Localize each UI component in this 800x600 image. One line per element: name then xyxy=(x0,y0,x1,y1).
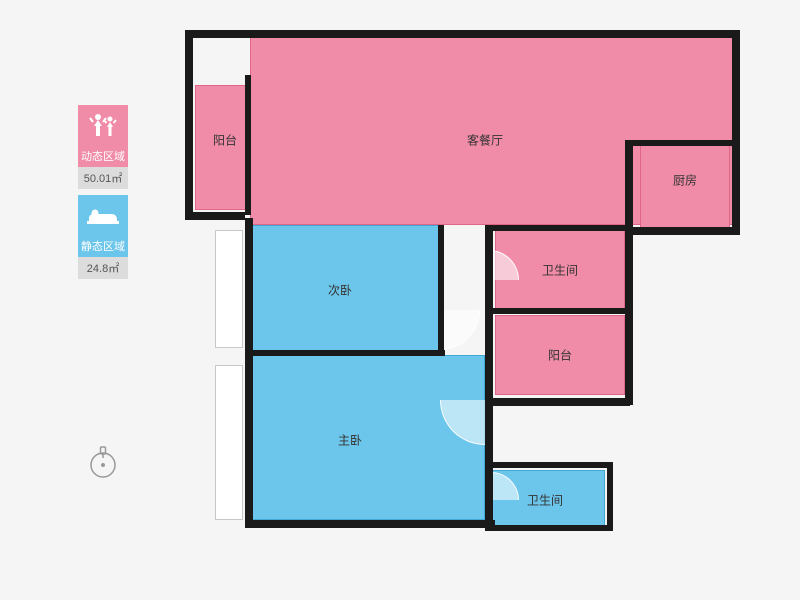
room-bed1 xyxy=(250,355,485,520)
balcony-rail xyxy=(215,365,243,520)
wall xyxy=(485,525,613,531)
legend-static-label: 静态区域 xyxy=(78,235,128,257)
balcony-rail xyxy=(215,230,243,348)
legend-dynamic-value: 50.01㎡ xyxy=(78,167,128,189)
wall xyxy=(625,140,633,235)
wall xyxy=(485,308,633,314)
wall xyxy=(245,218,253,528)
legend-static: 静态区域 24.8㎡ xyxy=(78,195,128,279)
wall xyxy=(185,30,740,38)
wall xyxy=(245,75,251,215)
compass-icon xyxy=(85,445,121,486)
legend-dynamic: 动态区域 50.01㎡ xyxy=(78,105,128,189)
wall xyxy=(625,235,633,405)
wall xyxy=(185,212,245,220)
wall xyxy=(607,462,613,530)
legend-dynamic-label: 动态区域 xyxy=(78,145,128,167)
legend-static-value: 24.8㎡ xyxy=(78,257,128,279)
sleep-icon xyxy=(78,195,128,235)
wall xyxy=(485,398,630,406)
wall xyxy=(185,30,193,220)
wall xyxy=(732,30,740,235)
wall xyxy=(630,227,740,235)
wall xyxy=(438,225,444,355)
wall xyxy=(485,462,613,468)
wall xyxy=(485,225,633,231)
wall xyxy=(485,225,493,405)
wall xyxy=(245,520,495,528)
room-bed2 xyxy=(250,225,440,355)
room-kitchen xyxy=(640,145,730,230)
wall xyxy=(245,350,445,356)
wall xyxy=(625,140,740,146)
room-balcony2 xyxy=(495,315,625,395)
people-icon xyxy=(78,105,128,145)
floor-plan: 客餐厅阳台厨房卫生间阳台次卧主卧卫生间 xyxy=(185,30,740,570)
room-balcony1 xyxy=(195,85,250,210)
